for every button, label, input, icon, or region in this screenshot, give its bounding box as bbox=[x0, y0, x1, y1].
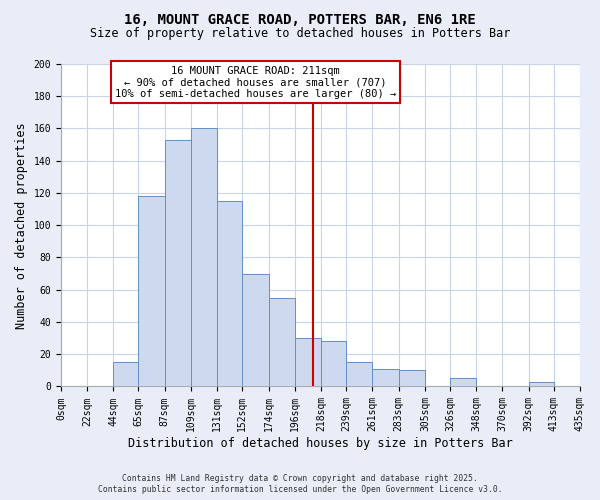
Bar bbox=[346, 362, 373, 386]
Bar bbox=[113, 362, 139, 386]
X-axis label: Distribution of detached houses by size in Potters Bar: Distribution of detached houses by size … bbox=[128, 437, 513, 450]
Bar bbox=[269, 298, 295, 386]
Bar bbox=[191, 128, 217, 386]
Bar bbox=[398, 370, 425, 386]
Bar bbox=[165, 140, 191, 386]
Text: 16, MOUNT GRACE ROAD, POTTERS BAR, EN6 1RE: 16, MOUNT GRACE ROAD, POTTERS BAR, EN6 1… bbox=[124, 12, 476, 26]
Bar bbox=[217, 201, 242, 386]
Bar bbox=[242, 274, 269, 386]
Text: Size of property relative to detached houses in Potters Bar: Size of property relative to detached ho… bbox=[90, 28, 510, 40]
Text: 16 MOUNT GRACE ROAD: 211sqm
← 90% of detached houses are smaller (707)
10% of se: 16 MOUNT GRACE ROAD: 211sqm ← 90% of det… bbox=[115, 66, 396, 99]
Bar bbox=[373, 368, 398, 386]
Y-axis label: Number of detached properties: Number of detached properties bbox=[15, 122, 28, 328]
Bar bbox=[450, 378, 476, 386]
Bar bbox=[529, 382, 554, 386]
Bar bbox=[139, 196, 165, 386]
Bar bbox=[321, 342, 346, 386]
Text: Contains HM Land Registry data © Crown copyright and database right 2025.
Contai: Contains HM Land Registry data © Crown c… bbox=[98, 474, 502, 494]
Bar bbox=[295, 338, 321, 386]
